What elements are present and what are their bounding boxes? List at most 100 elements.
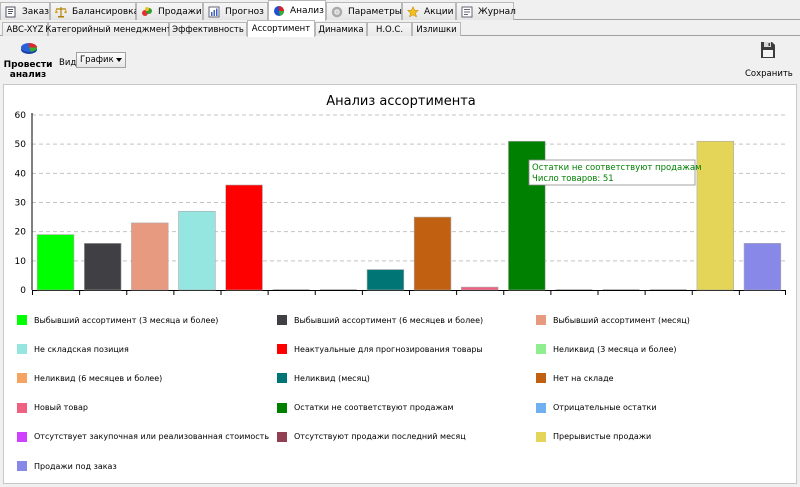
save-button[interactable]: Сохранить xyxy=(745,39,793,81)
journal-icon xyxy=(461,6,473,17)
tab-label: Журнал xyxy=(478,6,516,17)
legend-item: Неликвид (3 месяца и более) xyxy=(536,344,677,355)
legend-label: Прерывистые продажи xyxy=(553,432,652,442)
tab-label: Заказ xyxy=(22,6,50,17)
subtab-assortment[interactable]: Ассортимент xyxy=(247,20,315,37)
main-tab-bar: Заказ Балансировка Продажи Прогноз Анали… xyxy=(0,0,800,21)
tab-label: Продажи xyxy=(158,6,202,17)
legend-item: Выбывший ассортимент (3 месяца и более) xyxy=(17,315,218,325)
order-icon xyxy=(5,6,16,17)
legend-swatch xyxy=(536,315,546,325)
tab-label: Прогноз xyxy=(225,6,264,17)
view-select-value: График xyxy=(80,55,114,65)
analysis-sub-tab-bar: ABC-XYZ Категорийный менеджмент Эффектив… xyxy=(0,20,800,37)
y-tick-label: 50 xyxy=(15,140,27,150)
toolbar: Провести анализ Вид График Сохранить xyxy=(0,36,800,83)
legend-swatch xyxy=(17,461,27,471)
legend-label: Отрицательные остатки xyxy=(553,403,657,413)
subtab-label: Категорийный менеджмент xyxy=(45,24,172,35)
tab-balancing[interactable]: Балансировка xyxy=(50,2,139,20)
subtab-category-management[interactable]: Категорийный менеджмент xyxy=(45,22,172,36)
y-tick-label: 40 xyxy=(15,169,27,179)
tab-label: Акции xyxy=(424,6,454,17)
legend-swatch xyxy=(277,344,287,355)
legend-label: Выбывший ассортимент (3 месяца и более) xyxy=(34,315,219,325)
legend-item: Нет на складе xyxy=(536,373,614,384)
chart-tooltip xyxy=(528,159,696,186)
tab-label: Анализ xyxy=(290,6,324,16)
legend-item: Неактуальные для прогнозирования товары xyxy=(277,344,483,355)
pie-chart-icon xyxy=(274,6,284,16)
y-tick-label: 30 xyxy=(15,199,27,209)
subtab-label: Динамика xyxy=(318,24,364,35)
legend-label: Выбывший ассортимент (6 месяцев и более) xyxy=(294,315,484,325)
legend-label: Отсутствуют продажи последний месяц xyxy=(294,432,466,442)
tab-promotions[interactable]: Акции xyxy=(402,2,456,20)
legend-item: Остатки не соответствуют продажам xyxy=(277,402,454,413)
legend-item: Неликвид (месяц) xyxy=(277,373,370,384)
legend-swatch xyxy=(536,431,546,442)
chart-bar xyxy=(366,269,405,291)
legend-label: Неликвид (6 месяцев и более) xyxy=(34,373,163,383)
subtab-abc-xyz[interactable]: ABC-XYZ xyxy=(2,22,48,36)
chart-bar xyxy=(131,222,169,291)
legend-label: Не складская позиция xyxy=(34,344,129,354)
star-icon xyxy=(407,5,419,18)
legend-swatch xyxy=(536,402,546,413)
sales-icon xyxy=(142,6,152,16)
tab-analysis[interactable]: Анализ xyxy=(268,0,326,21)
chart-title: Анализ ассортимента xyxy=(326,94,476,109)
subtab-surplus[interactable]: Излишки xyxy=(412,22,461,36)
floppy-disk-icon xyxy=(761,42,775,58)
tooltip-line-1: Остатки не соответствуют продажам xyxy=(532,163,702,173)
subtab-label: Ассортимент xyxy=(251,24,311,34)
legend-swatch xyxy=(17,315,27,325)
chevron-down-icon xyxy=(116,58,122,62)
subtab-efficiency[interactable]: Эффективность xyxy=(169,22,247,36)
tab-parameters[interactable]: Параметры xyxy=(326,2,402,20)
subtab-label: Излишки xyxy=(416,24,457,35)
legend-swatch xyxy=(277,402,287,413)
tab-forecast[interactable]: Прогноз xyxy=(203,2,268,20)
legend-swatch xyxy=(536,344,546,355)
legend-item: Выбывший ассортимент (6 месяцев и более) xyxy=(277,315,483,325)
y-tick-label: 20 xyxy=(15,228,27,238)
tooltip-line-2: Число товаров: 51 xyxy=(532,174,614,184)
legend-label: Нет на складе xyxy=(553,373,614,383)
subtab-nos[interactable]: Н.О.С. xyxy=(367,22,412,36)
chart-bar xyxy=(413,216,452,291)
tab-order[interactable]: Заказ xyxy=(0,2,50,20)
pie-chart-icon xyxy=(21,43,38,54)
tab-sales[interactable]: Продажи xyxy=(136,2,203,20)
legend-label: Неликвид (месяц) xyxy=(294,373,370,383)
legend-item: Прерывистые продажи xyxy=(536,431,652,442)
legend-swatch xyxy=(17,344,27,355)
chart-bar xyxy=(225,184,263,291)
y-tick-label: 0 xyxy=(20,286,26,296)
subtab-dynamics[interactable]: Динамика xyxy=(315,22,367,36)
run-analysis-label: Провести анализ xyxy=(3,60,53,80)
view-select[interactable]: График xyxy=(76,52,126,68)
tab-journal[interactable]: Журнал xyxy=(456,2,516,20)
legend-label: Выбывший ассортимент (месяц) xyxy=(553,315,690,325)
legend-item: Отрицательные остатки xyxy=(536,402,657,413)
tab-label: Параметры xyxy=(348,6,402,17)
legend-item: Не складская позиция xyxy=(17,344,129,355)
legend-swatch xyxy=(277,431,287,442)
run-analysis-button[interactable]: Провести анализ xyxy=(3,39,53,83)
subtab-label: ABC-XYZ xyxy=(6,24,44,35)
legend-label: Новый товар xyxy=(34,403,88,413)
chart-bar xyxy=(696,140,734,291)
subtab-label: Эффективность xyxy=(172,24,244,35)
legend-item: Выбывший ассортимент (месяц) xyxy=(536,315,690,325)
legend-swatch xyxy=(17,373,27,384)
legend-swatch xyxy=(17,431,27,442)
forecast-chart-icon xyxy=(208,6,220,17)
legend-label: Остатки не соответствуют продажам xyxy=(294,403,454,413)
chart-bar xyxy=(84,243,122,291)
legend-item: Отсутствуют продажи последний месяц xyxy=(277,431,466,442)
y-tick-label: 60 xyxy=(15,111,27,121)
parameters-icon xyxy=(331,6,343,17)
assortment-bar-chart: 0 10 20 30 40 50 60 Остатки не соответствуют пр… xyxy=(15,111,786,296)
